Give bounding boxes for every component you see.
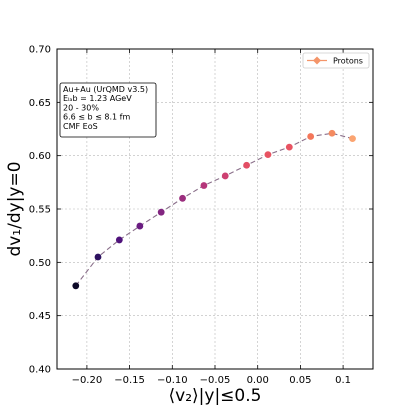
x-tick-label: 0.05 <box>289 375 311 386</box>
data-point <box>243 161 251 169</box>
x-tick-label: 0.1 <box>335 375 351 386</box>
data-point <box>115 236 123 244</box>
legend-marker-diamond <box>313 56 321 65</box>
series-layer <box>72 129 356 290</box>
data-point <box>349 135 356 143</box>
y-tick-label: 0.50 <box>29 258 51 269</box>
data-point <box>285 143 293 151</box>
info-line: 6.6 ≤ b ≤ 8.1 fm <box>63 113 130 122</box>
y-tick-label: 0.45 <box>29 311 51 322</box>
y-axis-label: dv₁/dy|y=0 <box>5 161 25 256</box>
data-point <box>157 208 165 216</box>
x-tick-label: −0.15 <box>114 375 145 386</box>
y-tick-label: 0.65 <box>29 98 51 109</box>
info-line: CMF EoS <box>63 122 98 131</box>
data-point <box>179 194 186 202</box>
y-tick-label: 0.70 <box>29 45 51 56</box>
info-line: 20 - 30% <box>63 103 99 112</box>
data-point <box>307 133 315 140</box>
x-tick-label: −0.05 <box>200 375 231 386</box>
series-line <box>75 132 353 287</box>
data-point <box>200 182 208 189</box>
info-box-frame <box>59 82 157 138</box>
legend: Protons <box>302 52 370 69</box>
info-line: Au+Au (UrQMD v3.5) <box>63 85 148 94</box>
data-point <box>221 172 229 180</box>
y-tick-label: 0.55 <box>29 205 51 216</box>
data-point <box>136 222 144 230</box>
y-tick-label: 0.60 <box>29 151 51 162</box>
data-point <box>94 253 102 261</box>
data-point <box>264 151 272 159</box>
x-tick-label: −0.20 <box>72 375 103 386</box>
x-tick-label: −0.10 <box>157 375 188 386</box>
y-tick-label: 0.40 <box>29 365 51 376</box>
info-line: Eₗₐb = 1.23 AGeV <box>63 94 132 103</box>
data-point <box>72 282 80 290</box>
x-axis-label: ⟨v₂⟩|y|≤0.5 <box>169 386 262 406</box>
data-point <box>328 129 336 137</box>
x-tick-label: 0.00 <box>247 375 269 386</box>
ticks: −0.20 −0.15 −0.10 −0.05 0.00 0.05 0.1 0.40 0.45 0… <box>29 45 373 386</box>
legend-frame <box>302 52 370 69</box>
legend-label: Protons <box>333 57 363 66</box>
